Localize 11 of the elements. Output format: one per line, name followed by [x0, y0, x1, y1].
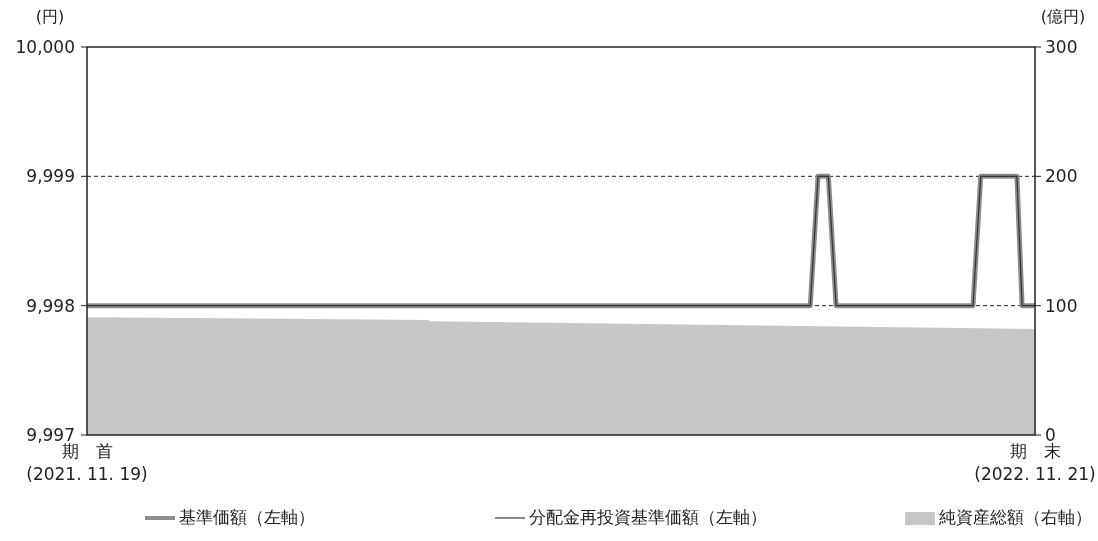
y2-tick-label: 100 — [1045, 295, 1078, 316]
legend-label: 基準価額（左軸） — [179, 507, 315, 527]
legend-label: 純資産総額（右軸） — [939, 507, 1092, 527]
y-tick-label: 10,000 — [15, 37, 75, 57]
y2-tick-label: 200 — [1045, 166, 1078, 187]
y-tick-label: 9,999 — [26, 166, 75, 187]
y2-axis-title: (億円) — [1040, 7, 1086, 26]
y-axis-title: (円) — [35, 7, 65, 26]
legend-label: 分配金再投資基準価額（左軸） — [529, 507, 767, 527]
y2-tick-label: 300 — [1045, 37, 1078, 57]
y-tick-label: 9,998 — [26, 295, 75, 316]
